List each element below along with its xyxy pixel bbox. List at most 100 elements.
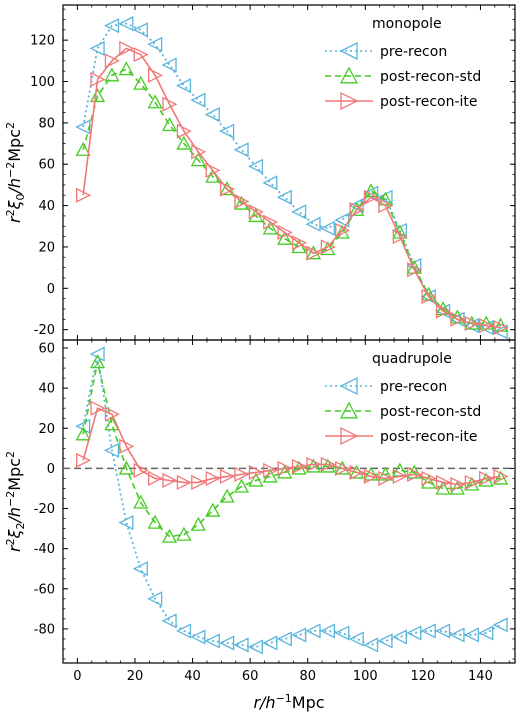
x-tick-label: 140 — [468, 669, 493, 684]
data-point-pre-recon — [118, 16, 134, 32]
y-tick-label: -60 — [34, 582, 55, 597]
x-axis-title: r/h−1Mpc — [253, 692, 324, 712]
data-point-pre-recon — [175, 623, 192, 639]
data-point-post-recon-ite — [277, 224, 293, 241]
data-point-post-recon-std — [133, 494, 149, 509]
y-tick-label: 100 — [30, 75, 55, 90]
data-point-post-recon-ite — [263, 214, 279, 230]
panel-quadrupole: -80 -60 -40 -20 0 20 40 60 0 20 40 60 80 100 120 140 qua… — [4, 339, 516, 712]
data-point-post-recon-std — [75, 141, 91, 156]
ylabel-part: 2 — [4, 538, 17, 545]
data-point-post-recon-ite — [219, 181, 236, 197]
legend-marker — [339, 401, 359, 419]
data-point-post-recon-ite — [90, 71, 106, 87]
data-point-post-recon-ite — [104, 53, 120, 69]
data-point-post-recon-std — [392, 462, 408, 477]
data-point-post-recon-std — [262, 220, 278, 235]
ylabel-part: /h — [5, 507, 24, 525]
y-tick-label: -20 — [34, 502, 55, 517]
data-point-post-recon-std — [161, 117, 178, 132]
data-point-pre-recon — [190, 92, 206, 108]
data-point-post-recon-std — [421, 474, 437, 489]
data-point-pre-recon — [103, 442, 120, 458]
data-point-post-recon-ite — [291, 458, 308, 474]
y-tick-label: 120 — [30, 34, 55, 49]
data-point-pre-recon — [305, 623, 321, 639]
data-point-post-recon-ite — [435, 303, 451, 319]
data-point-post-recon-ite — [363, 189, 380, 205]
data-point-pre-recon — [276, 189, 292, 205]
data-point-pre-recon — [219, 635, 235, 651]
data-point-post-recon-ite — [421, 289, 437, 305]
data-point-post-recon-ite — [493, 468, 509, 484]
data-point-post-recon-ite — [205, 162, 221, 178]
data-point-pre-recon — [305, 216, 321, 232]
plot-frame-quadrupole — [62, 339, 516, 664]
ylabel-part: −2 — [4, 162, 17, 178]
legend-entry-label: pre-recon — [380, 379, 447, 395]
ylabel-part: 2 — [4, 451, 17, 458]
data-point-pre-recon — [492, 617, 508, 633]
data-point-post-recon-ite — [205, 470, 221, 486]
legend-entry-label: post-recon-ite — [380, 429, 478, 445]
data-point-pre-recon — [147, 36, 163, 52]
data-point-pre-recon — [247, 639, 264, 655]
data-point-post-recon-ite — [119, 40, 135, 56]
data-point-post-recon-ite — [479, 317, 495, 334]
data-point-post-recon-ite — [147, 67, 164, 83]
y-tick-label: 20 — [38, 422, 55, 437]
data-point-pre-recon — [363, 637, 379, 653]
data-point-pre-recon — [233, 142, 249, 158]
data-point-post-recon-ite — [363, 468, 380, 484]
data-point-post-recon-ite — [162, 472, 178, 488]
data-point-post-recon-std — [305, 245, 322, 260]
data-point-pre-recon — [89, 346, 105, 362]
x-tick-label: 20 — [127, 669, 144, 684]
series-line-post-recon-ite — [82, 407, 501, 486]
y-axis-title: r2ξ0/h−2Mpc2 — [4, 122, 27, 223]
data-point-pre-recon — [291, 627, 307, 643]
data-point-post-recon-std — [349, 201, 365, 216]
data-point-post-recon-ite — [392, 468, 408, 484]
y-tick-label: -20 — [34, 323, 55, 338]
data-point-pre-recon — [75, 119, 91, 135]
data-point-post-recon-std — [205, 502, 221, 517]
legend-entry-label: pre-recon — [380, 44, 447, 60]
data-point-pre-recon — [204, 633, 220, 649]
data-point-post-recon-ite — [392, 229, 408, 245]
data-point-post-recon-std — [75, 426, 91, 441]
data-point-post-recon-ite — [248, 464, 264, 480]
x-tick-label: 100 — [353, 669, 378, 684]
ylabel-part: 2 — [4, 209, 17, 216]
data-point-post-recon-ite — [133, 47, 149, 63]
data-point-pre-recon — [348, 631, 364, 647]
data-point-post-recon-ite — [133, 462, 149, 478]
data-point-post-recon-ite — [191, 474, 207, 490]
legend-entry-label: post-recon-std — [380, 404, 481, 420]
data-point-pre-recon — [319, 220, 336, 236]
data-point-pre-recon — [334, 625, 350, 641]
series-group — [75, 346, 509, 655]
data-point-post-recon-std — [147, 514, 163, 529]
data-point-pre-recon — [377, 633, 393, 649]
data-point-pre-recon — [463, 627, 479, 643]
data-point-pre-recon — [147, 591, 163, 607]
data-point-pre-recon — [161, 57, 177, 73]
y-tick-label: -80 — [34, 622, 55, 637]
data-point-pre-recon — [132, 22, 148, 38]
data-point-pre-recon — [247, 158, 264, 174]
legend-marker — [339, 376, 358, 396]
data-point-post-recon-std — [277, 230, 293, 245]
data-point-post-recon-ite — [191, 144, 207, 160]
data-point-post-recon-std — [277, 464, 293, 479]
data-point-post-recon-ite — [162, 96, 178, 112]
xlabel-part: −1 — [276, 692, 292, 705]
legend-entry-label: post-recon-std — [380, 69, 481, 85]
data-point-post-recon-ite — [320, 456, 336, 472]
data-point-post-recon-std — [205, 168, 221, 183]
data-point-pre-recon — [262, 635, 278, 651]
legend-marker — [339, 66, 359, 84]
data-point-post-recon-std — [176, 135, 192, 150]
data-point-post-recon-ite — [277, 460, 293, 476]
